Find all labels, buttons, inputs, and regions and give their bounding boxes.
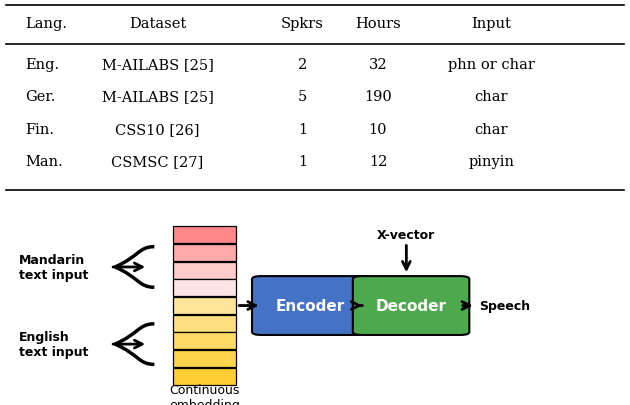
Text: Mandarin
text input: Mandarin text input — [19, 254, 88, 281]
Text: char: char — [474, 123, 508, 136]
Text: 190: 190 — [364, 90, 392, 104]
Bar — [173, 245, 236, 261]
Bar — [173, 315, 236, 332]
Text: M-AILABS [25]: M-AILABS [25] — [101, 90, 214, 104]
Text: Decoder: Decoder — [375, 298, 447, 313]
Text: English
text input: English text input — [19, 330, 88, 358]
Text: char: char — [474, 90, 508, 104]
Bar — [173, 333, 236, 350]
Bar — [173, 350, 236, 367]
Text: Man.: Man. — [25, 155, 63, 169]
Text: 2: 2 — [298, 58, 307, 72]
Text: Spkrs: Spkrs — [281, 17, 324, 31]
Text: 1: 1 — [298, 123, 307, 136]
Bar — [173, 368, 236, 385]
Text: M-AILABS [25]: M-AILABS [25] — [101, 58, 214, 72]
Text: 32: 32 — [369, 58, 387, 72]
Bar — [173, 262, 236, 279]
Text: 10: 10 — [369, 123, 387, 136]
Text: Lang.: Lang. — [25, 17, 67, 31]
Bar — [173, 280, 236, 296]
FancyBboxPatch shape — [252, 276, 369, 335]
Text: 12: 12 — [369, 155, 387, 169]
Text: 5: 5 — [298, 90, 307, 104]
Text: X-vector: X-vector — [377, 228, 435, 241]
FancyBboxPatch shape — [353, 276, 469, 335]
Text: 1: 1 — [298, 155, 307, 169]
Text: CSS10 [26]: CSS10 [26] — [115, 123, 200, 136]
Text: Fin.: Fin. — [25, 123, 54, 136]
Text: Dataset: Dataset — [129, 17, 186, 31]
Text: Eng.: Eng. — [25, 58, 59, 72]
Text: Hours: Hours — [355, 17, 401, 31]
Text: Encoder: Encoder — [276, 298, 345, 313]
Bar — [173, 227, 236, 244]
Text: Continuous
embedding: Continuous embedding — [169, 383, 240, 405]
Bar — [173, 297, 236, 314]
Text: Speech: Speech — [479, 299, 530, 312]
Text: phn or char: phn or char — [448, 58, 535, 72]
Text: CSMSC [27]: CSMSC [27] — [112, 155, 203, 169]
Text: pinyin: pinyin — [468, 155, 515, 169]
Text: Ger.: Ger. — [25, 90, 55, 104]
Text: Input: Input — [471, 17, 512, 31]
